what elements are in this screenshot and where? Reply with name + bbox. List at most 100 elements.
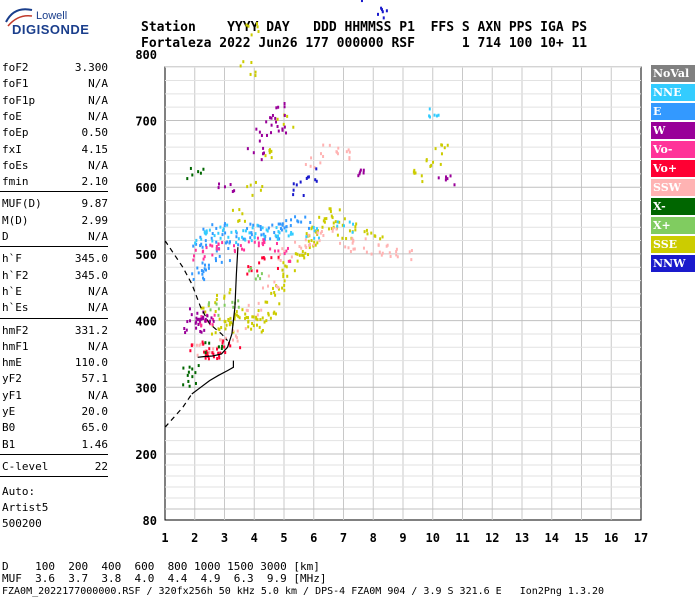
echo-point-sse	[214, 301, 217, 305]
echo-point-ssw	[212, 347, 215, 351]
echo-point-sse	[310, 239, 313, 243]
echo-point-nne	[428, 114, 431, 118]
echo-point-sse	[283, 283, 286, 287]
echo-point-ssw	[281, 247, 284, 251]
echo-point-sse	[283, 288, 286, 292]
echo-point-ssw	[313, 166, 316, 170]
echo-point-vo-	[221, 241, 224, 245]
echo-point-sse	[321, 225, 324, 229]
echo-point-sse	[260, 330, 263, 334]
echo-point-w	[446, 177, 449, 181]
echo-point-sse	[322, 219, 325, 223]
echo-point-sse	[316, 241, 319, 245]
echo-point-ssw	[231, 329, 234, 333]
param-name: M(D)	[2, 213, 29, 227]
parameter-separator	[0, 476, 108, 478]
echo-point-w	[189, 319, 192, 323]
echo-point-w	[265, 133, 268, 137]
echo-point-w	[275, 120, 278, 124]
echo-point-e	[259, 224, 262, 228]
param-name: h`F	[2, 252, 22, 266]
param-row-ye: yE 20.0	[2, 403, 108, 420]
echo-point-sse	[308, 246, 311, 250]
echo-point-e	[300, 220, 303, 224]
echo-point-nne	[312, 225, 315, 229]
echo-point-ssw	[347, 246, 350, 250]
echo-point-vo-	[204, 356, 207, 360]
param-name: foEs	[2, 158, 29, 172]
echo-point-vo-	[218, 354, 221, 358]
echo-point-x-	[188, 384, 191, 388]
echo-point-sse	[305, 232, 308, 236]
points-layer	[182, 0, 456, 388]
echo-point-e	[227, 247, 230, 251]
x-tick-label: 7	[340, 531, 347, 545]
echo-point-vo-	[212, 355, 215, 359]
echo-point-vo-	[216, 347, 219, 351]
echo-point-sse	[277, 287, 280, 291]
echo-point-w	[199, 329, 202, 333]
echo-point-w	[206, 314, 209, 318]
param-name: foF2	[2, 61, 29, 74]
echo-point-ssw	[396, 255, 399, 259]
echo-point-e	[279, 227, 282, 231]
echo-point-w	[196, 311, 199, 315]
echo-point-ssw	[235, 336, 238, 340]
echo-point-ssw	[336, 152, 339, 156]
echo-point-x-	[237, 299, 240, 303]
echo-point-e	[271, 223, 274, 227]
echo-point-nnw	[381, 10, 384, 14]
echo-point-vo-	[201, 250, 204, 254]
echo-point-nne	[336, 220, 339, 224]
echo-point-x-	[220, 347, 223, 351]
echo-point-sse	[264, 154, 267, 158]
header-line-2: Fortaleza 2022 Jun26 177 000000 RSF 1 71…	[141, 36, 588, 51]
echo-point-ssw	[283, 250, 286, 254]
echo-point-w	[444, 178, 447, 182]
echo-point-sse	[257, 309, 260, 313]
x-tick-label: 4	[251, 531, 258, 545]
param-row-m-d-: M(D) 2.99	[2, 212, 108, 229]
echo-point-sse	[286, 274, 289, 278]
echo-point-e	[203, 278, 206, 282]
echo-point-w	[277, 129, 280, 133]
echo-point-sse	[302, 254, 305, 258]
echo-point-sse	[373, 234, 376, 238]
echo-point-e	[224, 241, 227, 245]
echo-point-vo-	[200, 315, 203, 319]
echo-point-w	[184, 331, 187, 335]
echo-point-nnw	[307, 175, 310, 179]
echo-point-e	[195, 242, 198, 246]
echo-point-nne	[313, 236, 316, 240]
param-name: hmE	[2, 356, 22, 370]
echo-point-w	[255, 127, 258, 131]
echo-point-ssw	[234, 334, 237, 338]
echo-point-sse	[294, 252, 297, 256]
echo-point-e	[192, 277, 195, 281]
echo-point-nne	[266, 229, 269, 233]
legend-item-nnw: NNW	[651, 255, 695, 272]
x-tick-label: 8	[370, 531, 377, 545]
echo-point-sse	[329, 207, 332, 211]
echo-point-ssw	[300, 246, 303, 250]
param-row-h-f: h`F 345.0	[2, 250, 108, 267]
echo-point-sse	[237, 219, 240, 223]
echo-point-x-	[248, 269, 251, 273]
parameter-separator	[0, 191, 108, 193]
echo-point-sse	[243, 219, 246, 223]
echo-point-w	[212, 319, 215, 323]
echo-point-w	[204, 317, 207, 321]
echo-point-sse	[274, 312, 277, 316]
echo-point-nnw	[380, 6, 383, 10]
echo-point-e	[200, 269, 203, 273]
echo-point-sse	[250, 61, 253, 65]
echo-point-ssw	[318, 239, 321, 243]
echo-point-x-	[260, 272, 263, 276]
echo-point-w	[203, 328, 206, 332]
param-value: 2.10	[81, 175, 109, 189]
echo-point-ssw	[247, 303, 250, 307]
param-row-hmf2: hmF2 331.2	[2, 322, 108, 339]
file-info: FZA0M_2022177000000.RSF / 320fx256h 50 k…	[2, 586, 605, 597]
param-row-h-f2: h`F2 345.0	[2, 267, 108, 284]
echo-point-vo-	[257, 244, 260, 248]
